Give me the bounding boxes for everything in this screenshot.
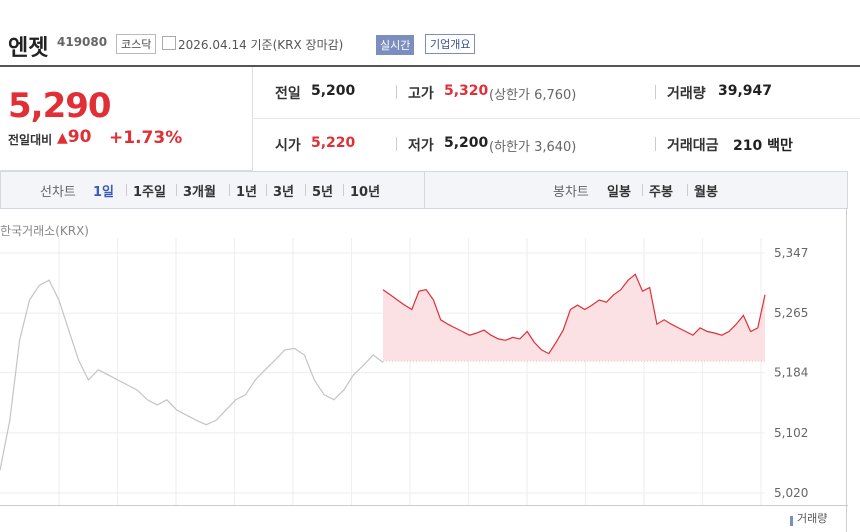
candle-tab[interactable]: 월봉 — [694, 185, 718, 200]
stock-code: 419080 — [57, 35, 108, 49]
stat-label: 거래량 — [667, 86, 706, 102]
stat-label: 고가 — [408, 86, 434, 102]
change-label: 전일대비 — [8, 133, 53, 147]
volume-icon — [790, 516, 793, 526]
line — [0, 279, 384, 471]
stat-label: 저가 — [408, 138, 434, 154]
stat-label: 시가 — [275, 138, 301, 154]
price: 5,290 — [8, 86, 112, 126]
period-tab[interactable]: 3개월 — [183, 185, 216, 200]
stat-extra: (상한가 6,760) — [489, 88, 577, 103]
change-pct: +1.73% — [109, 128, 183, 148]
stat-value: 5,200 — [311, 83, 356, 99]
stat-separator — [396, 85, 397, 99]
volume-divider — [0, 505, 848, 506]
stat-value: 39,947 — [718, 83, 773, 99]
overview-button[interactable]: 기업개요 — [425, 34, 476, 54]
tab-label: 선차트 — [40, 185, 76, 200]
tab-separator — [266, 184, 267, 196]
period-tab[interactable]: 5년 — [312, 185, 334, 200]
tab-divider — [424, 172, 425, 208]
y-tick-label: 5,020 — [774, 486, 808, 500]
stat-separator — [655, 137, 656, 151]
stat-label: 거래대금 — [667, 138, 719, 154]
stat-separator — [396, 137, 397, 151]
area — [383, 274, 765, 361]
tab-separator — [642, 184, 643, 196]
tab-separator — [343, 184, 344, 196]
divider — [0, 65, 860, 67]
tab-label: 봉차트 — [553, 185, 589, 200]
market-badge: 코스닥 — [116, 34, 157, 54]
period-tab[interactable]: 1주일 — [133, 185, 166, 200]
stock-name: 엔젯 — [8, 36, 49, 61]
stat-extra: (하한가 3,640) — [489, 140, 577, 155]
calendar-icon — [162, 36, 176, 50]
tab-separator — [687, 184, 688, 196]
period-tab[interactable]: 10년 — [350, 185, 381, 200]
change-value: 90 — [67, 127, 92, 147]
tab-separator — [305, 184, 306, 196]
line — [382, 273, 766, 355]
stat-value: 210 백만 — [733, 138, 793, 154]
price-box — [0, 67, 253, 171]
y-tick-label: 5,184 — [774, 366, 808, 380]
tab-separator — [229, 184, 230, 196]
row-divider — [252, 118, 860, 119]
stat-value: 5,320 — [444, 83, 489, 99]
realtime-button[interactable]: 실시간 — [376, 35, 415, 55]
stat-value: 5,200 — [444, 135, 489, 151]
volume-label: 거래량 — [797, 512, 827, 525]
candle-tab[interactable]: 주봉 — [649, 185, 673, 200]
period-tab[interactable]: 3년 — [273, 185, 295, 200]
change: ▲90 — [57, 127, 92, 147]
period-tab[interactable]: 1년 — [236, 185, 258, 200]
y-tick-label: 5,265 — [774, 306, 808, 320]
source: 한국거래소(KRX) — [0, 224, 89, 238]
candle-tab[interactable]: 일봉 — [607, 185, 631, 200]
tab-separator — [176, 184, 177, 196]
y-tick-label: 5,347 — [774, 246, 808, 260]
date: 2026.04.14 기준(KRX 장마감) — [178, 38, 344, 52]
right-border — [846, 208, 847, 532]
stat-label: 전일 — [275, 86, 301, 102]
period-tab[interactable]: 1일 — [93, 185, 115, 200]
y-tick-label: 5,102 — [774, 426, 808, 440]
stat-separator — [655, 85, 656, 99]
stat-value: 5,220 — [311, 135, 356, 151]
tab-separator — [126, 184, 127, 196]
